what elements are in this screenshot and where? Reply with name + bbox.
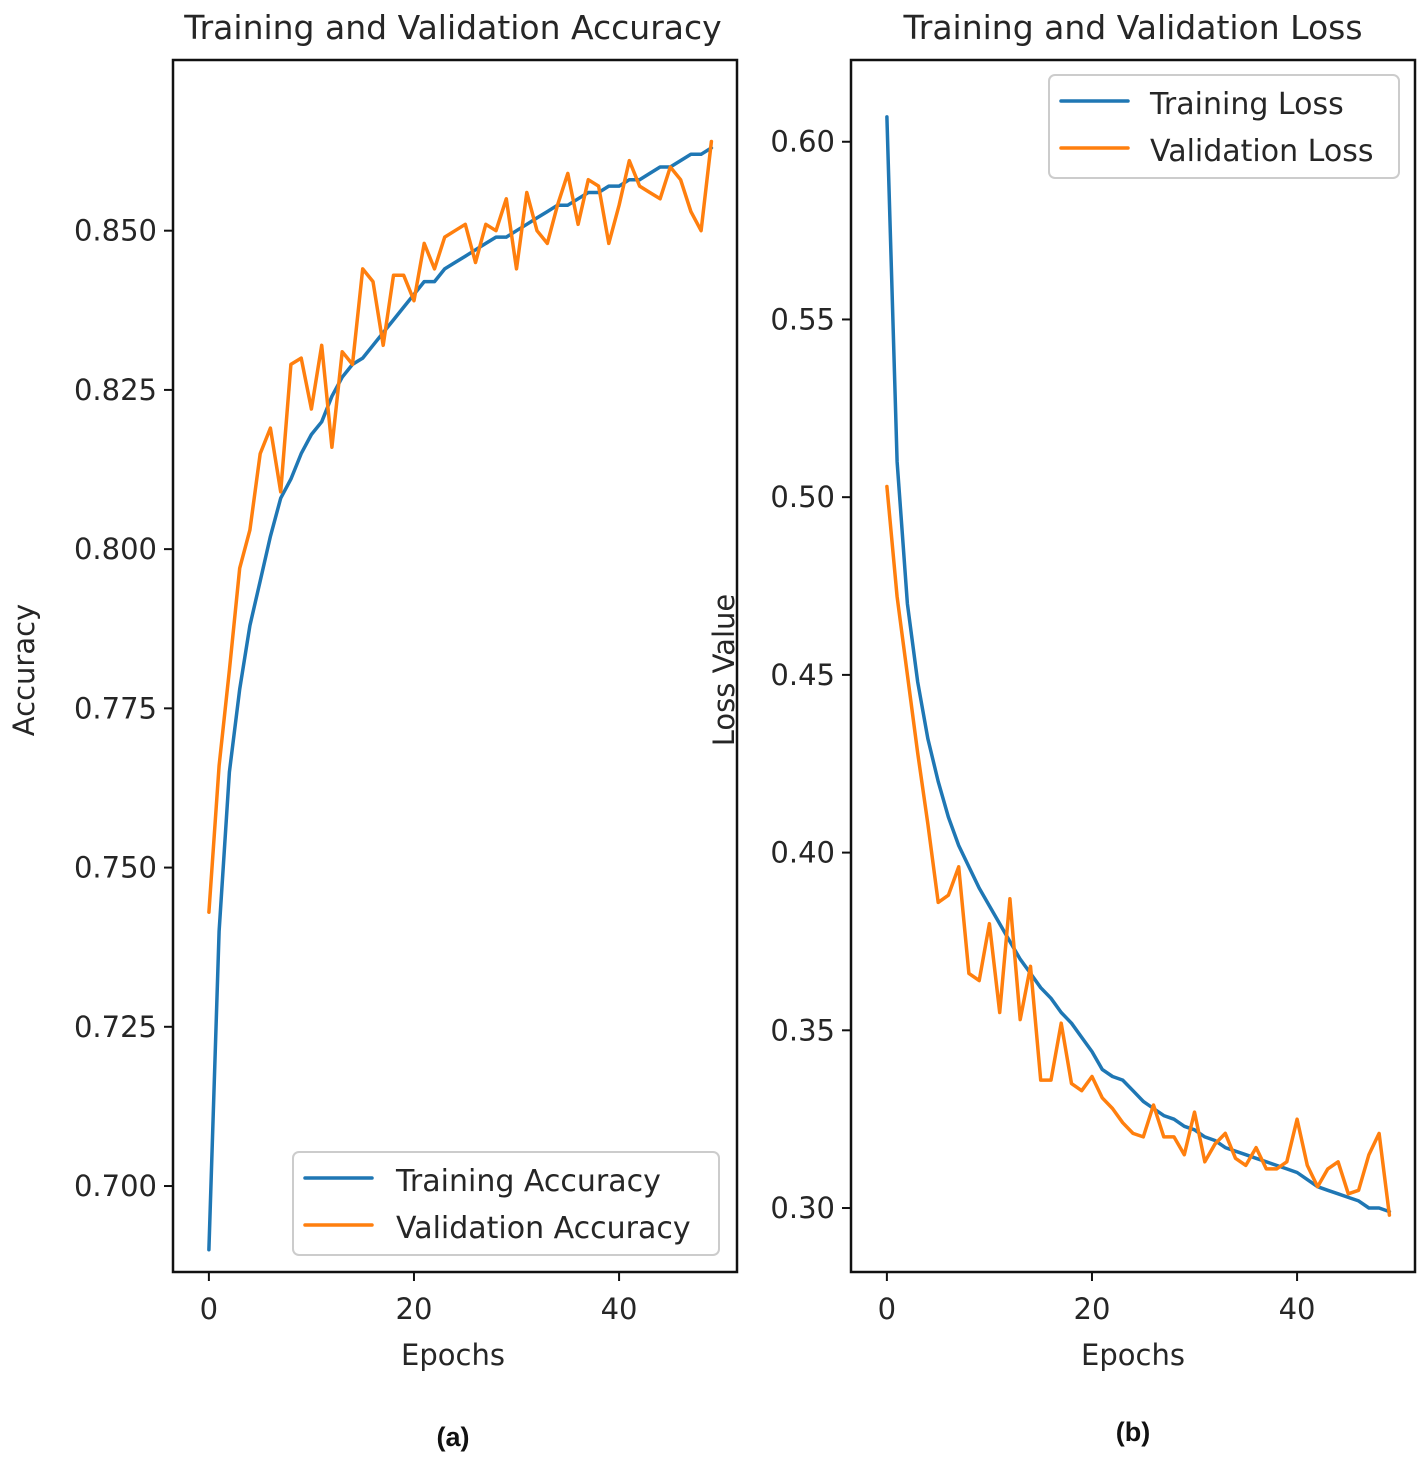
training-loss-line <box>885 115 1392 1214</box>
accuracy-chart: Training and Validation Accuracy 0.7000.… <box>7 8 739 1452</box>
legend-label-validation-accuracy: Validation Accuracy <box>396 1211 691 1246</box>
caption: (b) <box>1116 1417 1150 1447</box>
y-tick-label: 0.725 <box>74 1010 157 1044</box>
y-axis: 0.700 0.725 0.750 0.775 0.800 0.825 0.850 <box>74 214 173 1203</box>
y-tick-label: 0.825 <box>74 373 157 407</box>
axes-frame <box>849 58 1417 1274</box>
y-axis-label: Loss Value <box>707 594 741 746</box>
x-tick-label: 0 <box>200 1292 218 1326</box>
y-tick-label: 0.30 <box>770 1191 835 1225</box>
x-axis: 0 20 40 <box>878 1272 1316 1326</box>
training-accuracy-line <box>207 146 714 1252</box>
y-tick-label: 0.55 <box>770 302 835 336</box>
x-tick-label: 20 <box>1074 1292 1111 1326</box>
legend-label-training-loss: Training Loss <box>1149 87 1344 122</box>
chart-title: Training and Validation Loss <box>902 8 1362 47</box>
validation-accuracy-line <box>207 139 714 914</box>
x-axis-label: Epochs <box>1081 1338 1185 1372</box>
caption: (a) <box>437 1422 470 1452</box>
y-tick-label: 0.700 <box>74 1169 157 1203</box>
y-tick-label: 0.50 <box>770 480 835 514</box>
y-axis: 0.30 0.35 0.40 0.45 0.50 0.55 0.60 <box>770 125 851 1225</box>
plot-area <box>885 115 1392 1217</box>
y-tick-label: 0.750 <box>74 851 157 885</box>
y-tick-label: 0.35 <box>770 1013 835 1047</box>
legend-label-training-accuracy: Training Accuracy <box>395 1164 661 1199</box>
legend-box <box>292 1151 720 1256</box>
x-tick-label: 20 <box>396 1292 433 1326</box>
legend-label-validation-loss: Validation Loss <box>1150 134 1373 169</box>
y-tick-label: 0.60 <box>770 125 835 159</box>
legend: Training Loss Validation Loss <box>1048 74 1400 179</box>
x-tick-label: 40 <box>601 1292 638 1326</box>
axes-frame <box>171 58 739 1274</box>
x-tick-label: 40 <box>1279 1292 1316 1326</box>
chart-title: Training and Validation Accuracy <box>183 8 721 47</box>
x-axis-label: Epochs <box>401 1338 505 1372</box>
loss-chart: Training and Validation Loss 0.30 0.35 0.4… <box>707 8 1417 1447</box>
x-tick-label: 0 <box>878 1292 896 1326</box>
y-axis-label: Accuracy <box>7 604 41 736</box>
legend-box <box>1048 74 1400 179</box>
plot-area <box>207 139 714 1252</box>
validation-loss-line <box>885 484 1392 1217</box>
y-tick-label: 0.45 <box>770 658 835 692</box>
y-tick-label: 0.775 <box>74 691 157 725</box>
y-tick-label: 0.850 <box>74 214 157 248</box>
y-tick-label: 0.40 <box>770 836 835 870</box>
x-axis: 0 20 40 <box>200 1272 638 1326</box>
legend: Training Accuracy Validation Accuracy <box>292 1151 720 1256</box>
y-tick-label: 0.800 <box>74 532 157 566</box>
